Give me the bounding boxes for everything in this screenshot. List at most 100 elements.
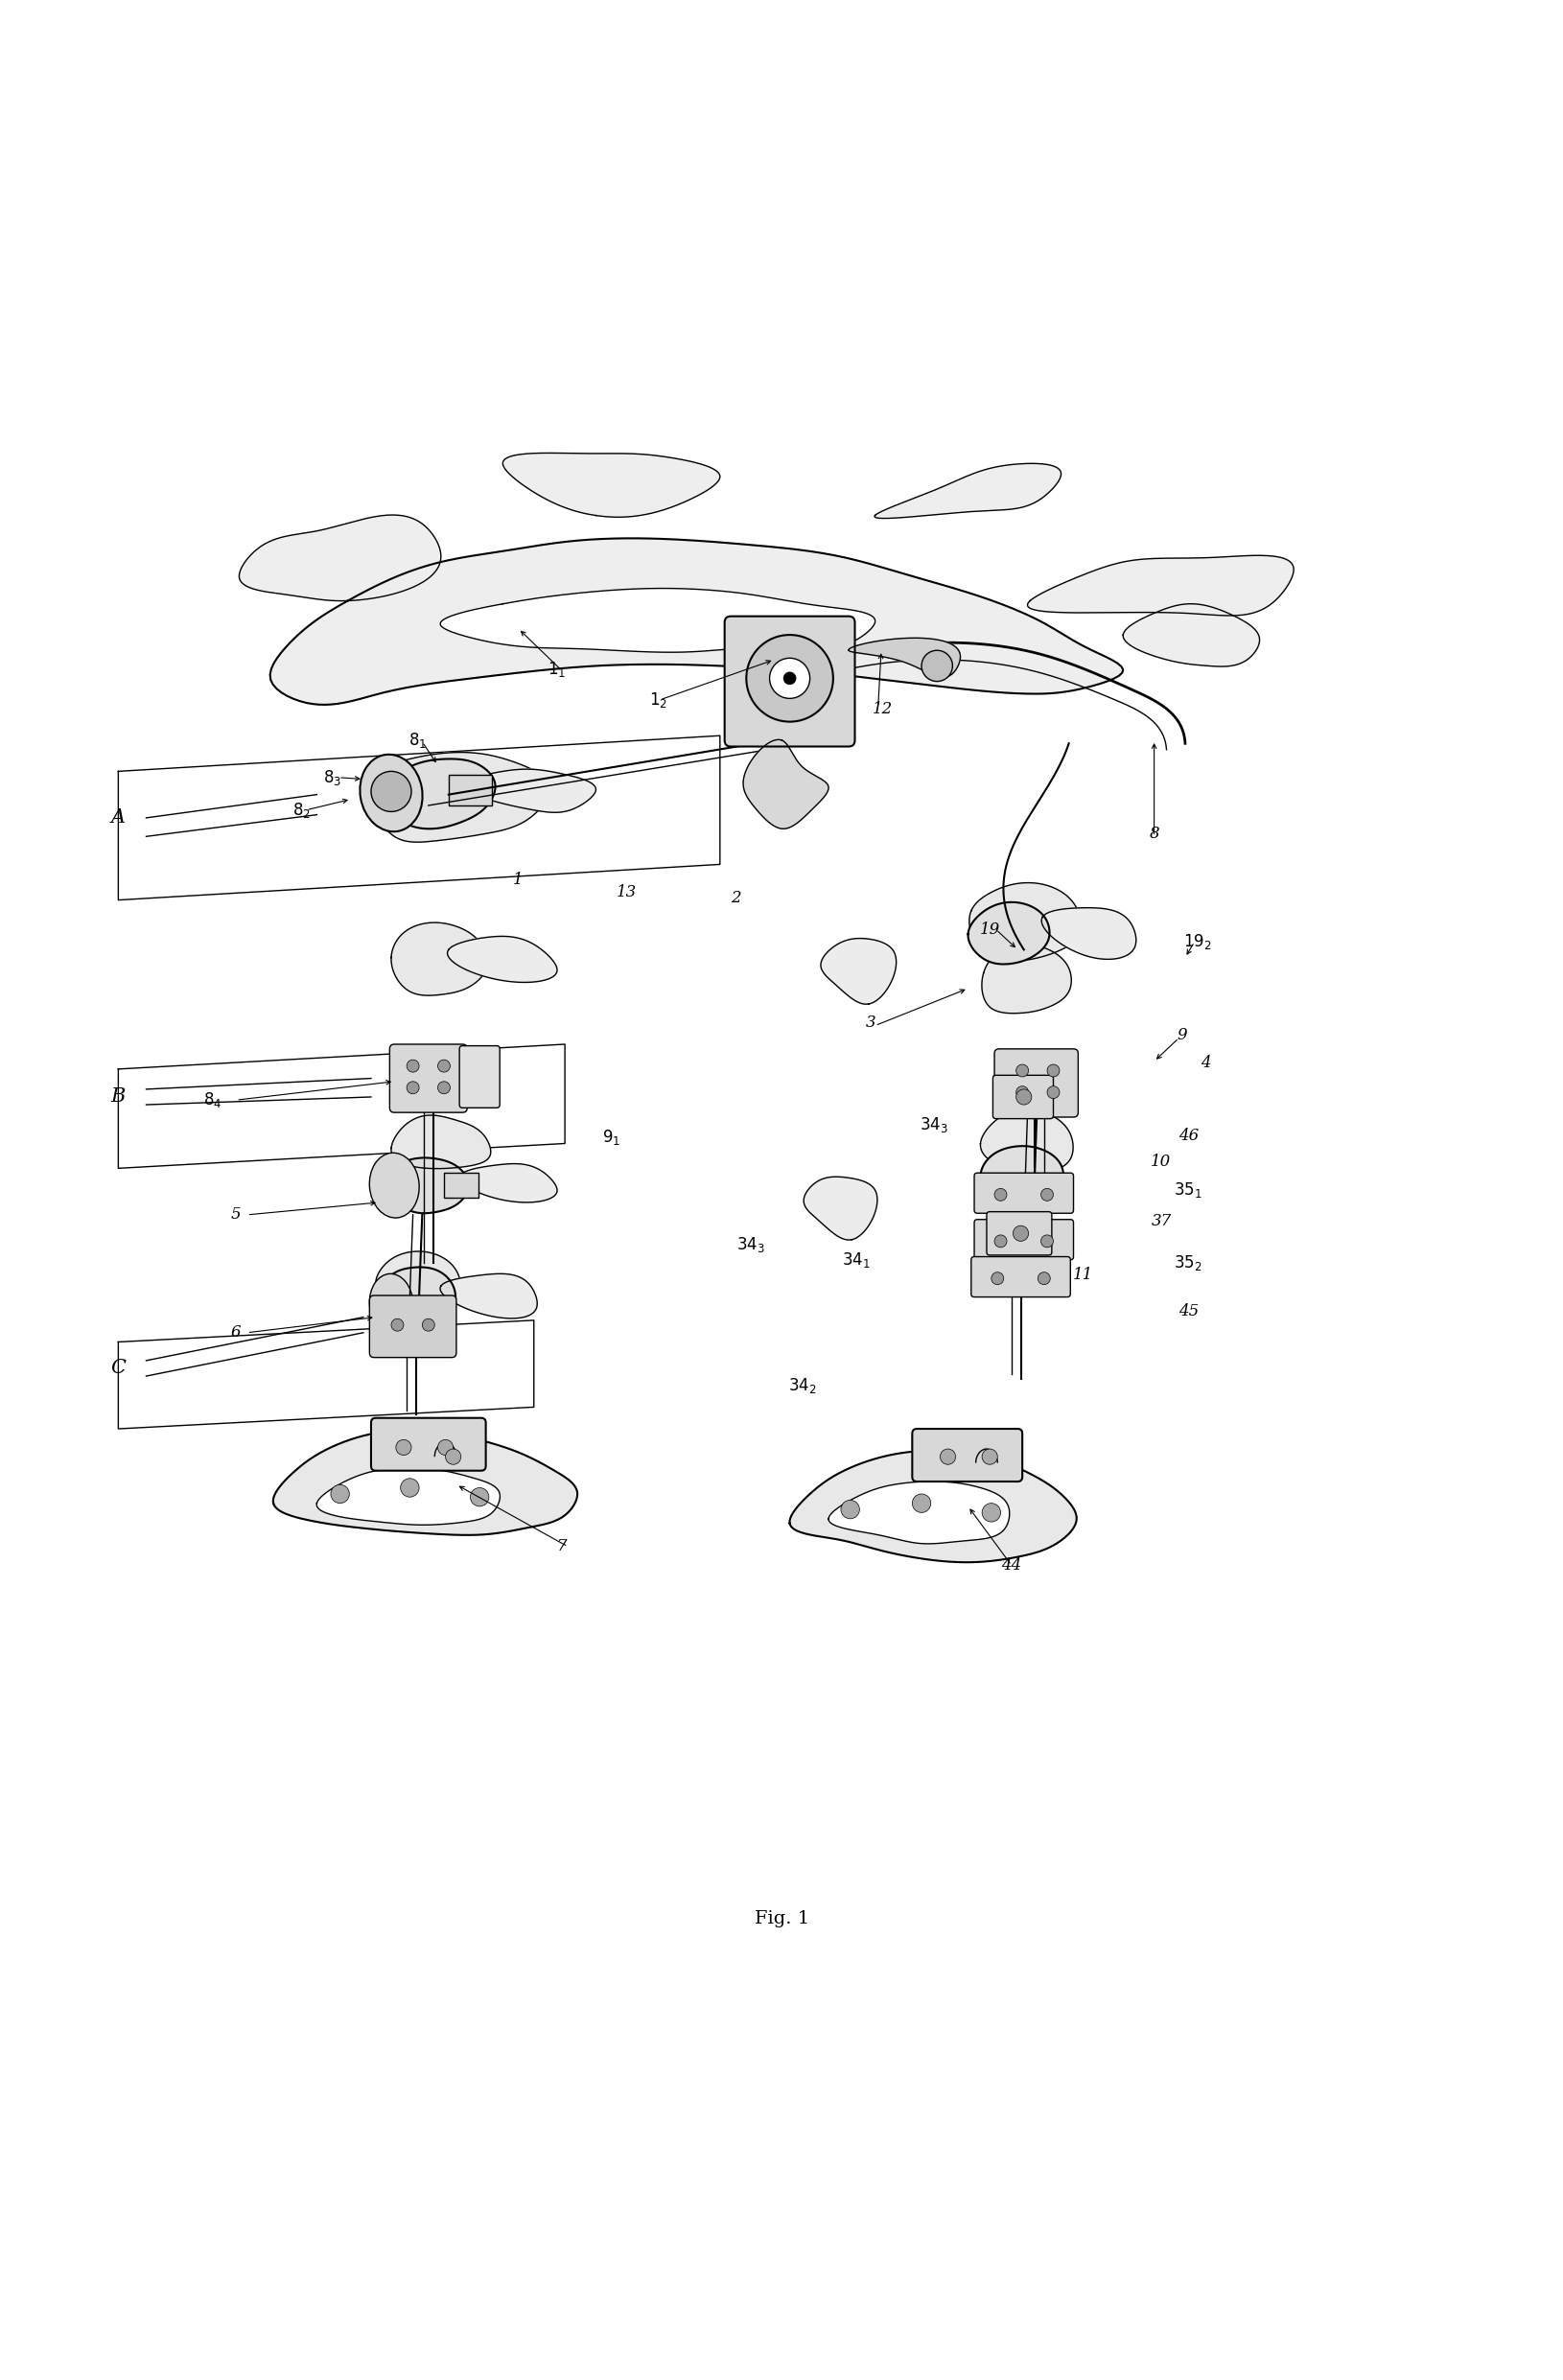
Polygon shape xyxy=(789,1449,1075,1561)
Polygon shape xyxy=(239,514,441,600)
Polygon shape xyxy=(391,1116,491,1169)
Ellipse shape xyxy=(359,754,422,831)
Circle shape xyxy=(769,659,810,697)
Polygon shape xyxy=(374,752,549,843)
Circle shape xyxy=(391,1319,403,1330)
Circle shape xyxy=(982,1504,1000,1521)
Polygon shape xyxy=(803,1176,877,1240)
Polygon shape xyxy=(391,923,488,995)
Circle shape xyxy=(994,1188,1007,1202)
Circle shape xyxy=(330,1485,349,1504)
Circle shape xyxy=(422,1319,435,1330)
Circle shape xyxy=(470,1488,489,1507)
Text: 45: 45 xyxy=(1177,1302,1197,1319)
Polygon shape xyxy=(502,452,719,516)
Polygon shape xyxy=(742,740,828,828)
Polygon shape xyxy=(463,769,596,812)
FancyBboxPatch shape xyxy=(370,1418,486,1471)
FancyBboxPatch shape xyxy=(993,1076,1053,1119)
Circle shape xyxy=(395,1440,411,1454)
Circle shape xyxy=(438,1440,453,1454)
FancyBboxPatch shape xyxy=(724,616,855,747)
Text: $1_1$: $1_1$ xyxy=(547,659,566,678)
Text: $8_2$: $8_2$ xyxy=(292,800,309,819)
FancyBboxPatch shape xyxy=(369,1295,456,1357)
Polygon shape xyxy=(384,1314,444,1354)
Bar xyxy=(444,1173,478,1197)
Circle shape xyxy=(370,771,411,812)
Text: 37: 37 xyxy=(1150,1214,1171,1228)
Text: $34_3$: $34_3$ xyxy=(736,1235,764,1254)
Polygon shape xyxy=(460,1164,556,1202)
Polygon shape xyxy=(828,1480,1008,1545)
Circle shape xyxy=(746,635,833,721)
Text: 5: 5 xyxy=(231,1207,241,1223)
Text: 46: 46 xyxy=(1177,1128,1197,1145)
Text: 44: 44 xyxy=(1000,1557,1021,1573)
Text: 8: 8 xyxy=(1149,826,1158,843)
Polygon shape xyxy=(874,464,1060,519)
Text: $1_2$: $1_2$ xyxy=(649,690,667,709)
Polygon shape xyxy=(441,588,875,652)
Circle shape xyxy=(994,1235,1007,1247)
Text: 2: 2 xyxy=(730,890,741,907)
Polygon shape xyxy=(375,1252,460,1314)
Polygon shape xyxy=(447,935,556,983)
Circle shape xyxy=(1038,1273,1050,1285)
Polygon shape xyxy=(977,1230,1055,1292)
Polygon shape xyxy=(439,1273,538,1319)
Polygon shape xyxy=(980,1109,1072,1173)
Ellipse shape xyxy=(369,1152,419,1219)
FancyBboxPatch shape xyxy=(971,1257,1069,1297)
Polygon shape xyxy=(982,945,1071,1014)
FancyBboxPatch shape xyxy=(911,1428,1022,1480)
Polygon shape xyxy=(849,638,960,676)
FancyBboxPatch shape xyxy=(460,1045,500,1107)
Circle shape xyxy=(445,1449,461,1464)
Circle shape xyxy=(921,650,952,681)
Polygon shape xyxy=(1027,555,1293,616)
FancyBboxPatch shape xyxy=(974,1173,1072,1214)
Circle shape xyxy=(982,1449,997,1464)
Text: $34_2$: $34_2$ xyxy=(788,1376,816,1395)
Text: $34_1$: $34_1$ xyxy=(841,1250,871,1269)
Polygon shape xyxy=(969,883,1080,962)
Circle shape xyxy=(438,1081,450,1095)
Circle shape xyxy=(1013,1226,1028,1242)
FancyBboxPatch shape xyxy=(389,1045,467,1111)
Text: 7: 7 xyxy=(556,1537,566,1554)
Circle shape xyxy=(1016,1064,1028,1076)
Text: $35_1$: $35_1$ xyxy=(1174,1180,1202,1200)
Text: $19_2$: $19_2$ xyxy=(1183,933,1211,952)
Circle shape xyxy=(991,1273,1003,1285)
Circle shape xyxy=(1016,1090,1032,1104)
Polygon shape xyxy=(386,1157,469,1214)
Text: $34_3$: $34_3$ xyxy=(919,1116,947,1135)
Text: $8_4$: $8_4$ xyxy=(203,1090,222,1109)
Text: 3: 3 xyxy=(864,1014,875,1031)
Circle shape xyxy=(1041,1188,1053,1202)
Text: 12: 12 xyxy=(872,702,892,716)
Circle shape xyxy=(438,1059,450,1071)
Text: B: B xyxy=(111,1088,125,1107)
Circle shape xyxy=(1016,1085,1028,1100)
Circle shape xyxy=(400,1478,419,1497)
Text: 6: 6 xyxy=(231,1326,241,1340)
Circle shape xyxy=(841,1499,860,1518)
Text: 1: 1 xyxy=(513,871,524,888)
Text: 19: 19 xyxy=(978,921,999,938)
Text: 4: 4 xyxy=(1199,1054,1210,1071)
Text: Fig. 1: Fig. 1 xyxy=(753,1911,810,1928)
Polygon shape xyxy=(1041,907,1135,959)
FancyBboxPatch shape xyxy=(986,1211,1052,1254)
Polygon shape xyxy=(386,759,495,828)
Text: $35_2$: $35_2$ xyxy=(1174,1254,1202,1273)
Polygon shape xyxy=(967,902,1049,964)
Text: A: A xyxy=(111,809,125,826)
Bar xyxy=(449,773,492,804)
Text: 11: 11 xyxy=(1072,1266,1093,1283)
Circle shape xyxy=(1041,1235,1053,1247)
Circle shape xyxy=(939,1449,955,1464)
Text: C: C xyxy=(111,1359,127,1378)
Circle shape xyxy=(406,1059,419,1071)
